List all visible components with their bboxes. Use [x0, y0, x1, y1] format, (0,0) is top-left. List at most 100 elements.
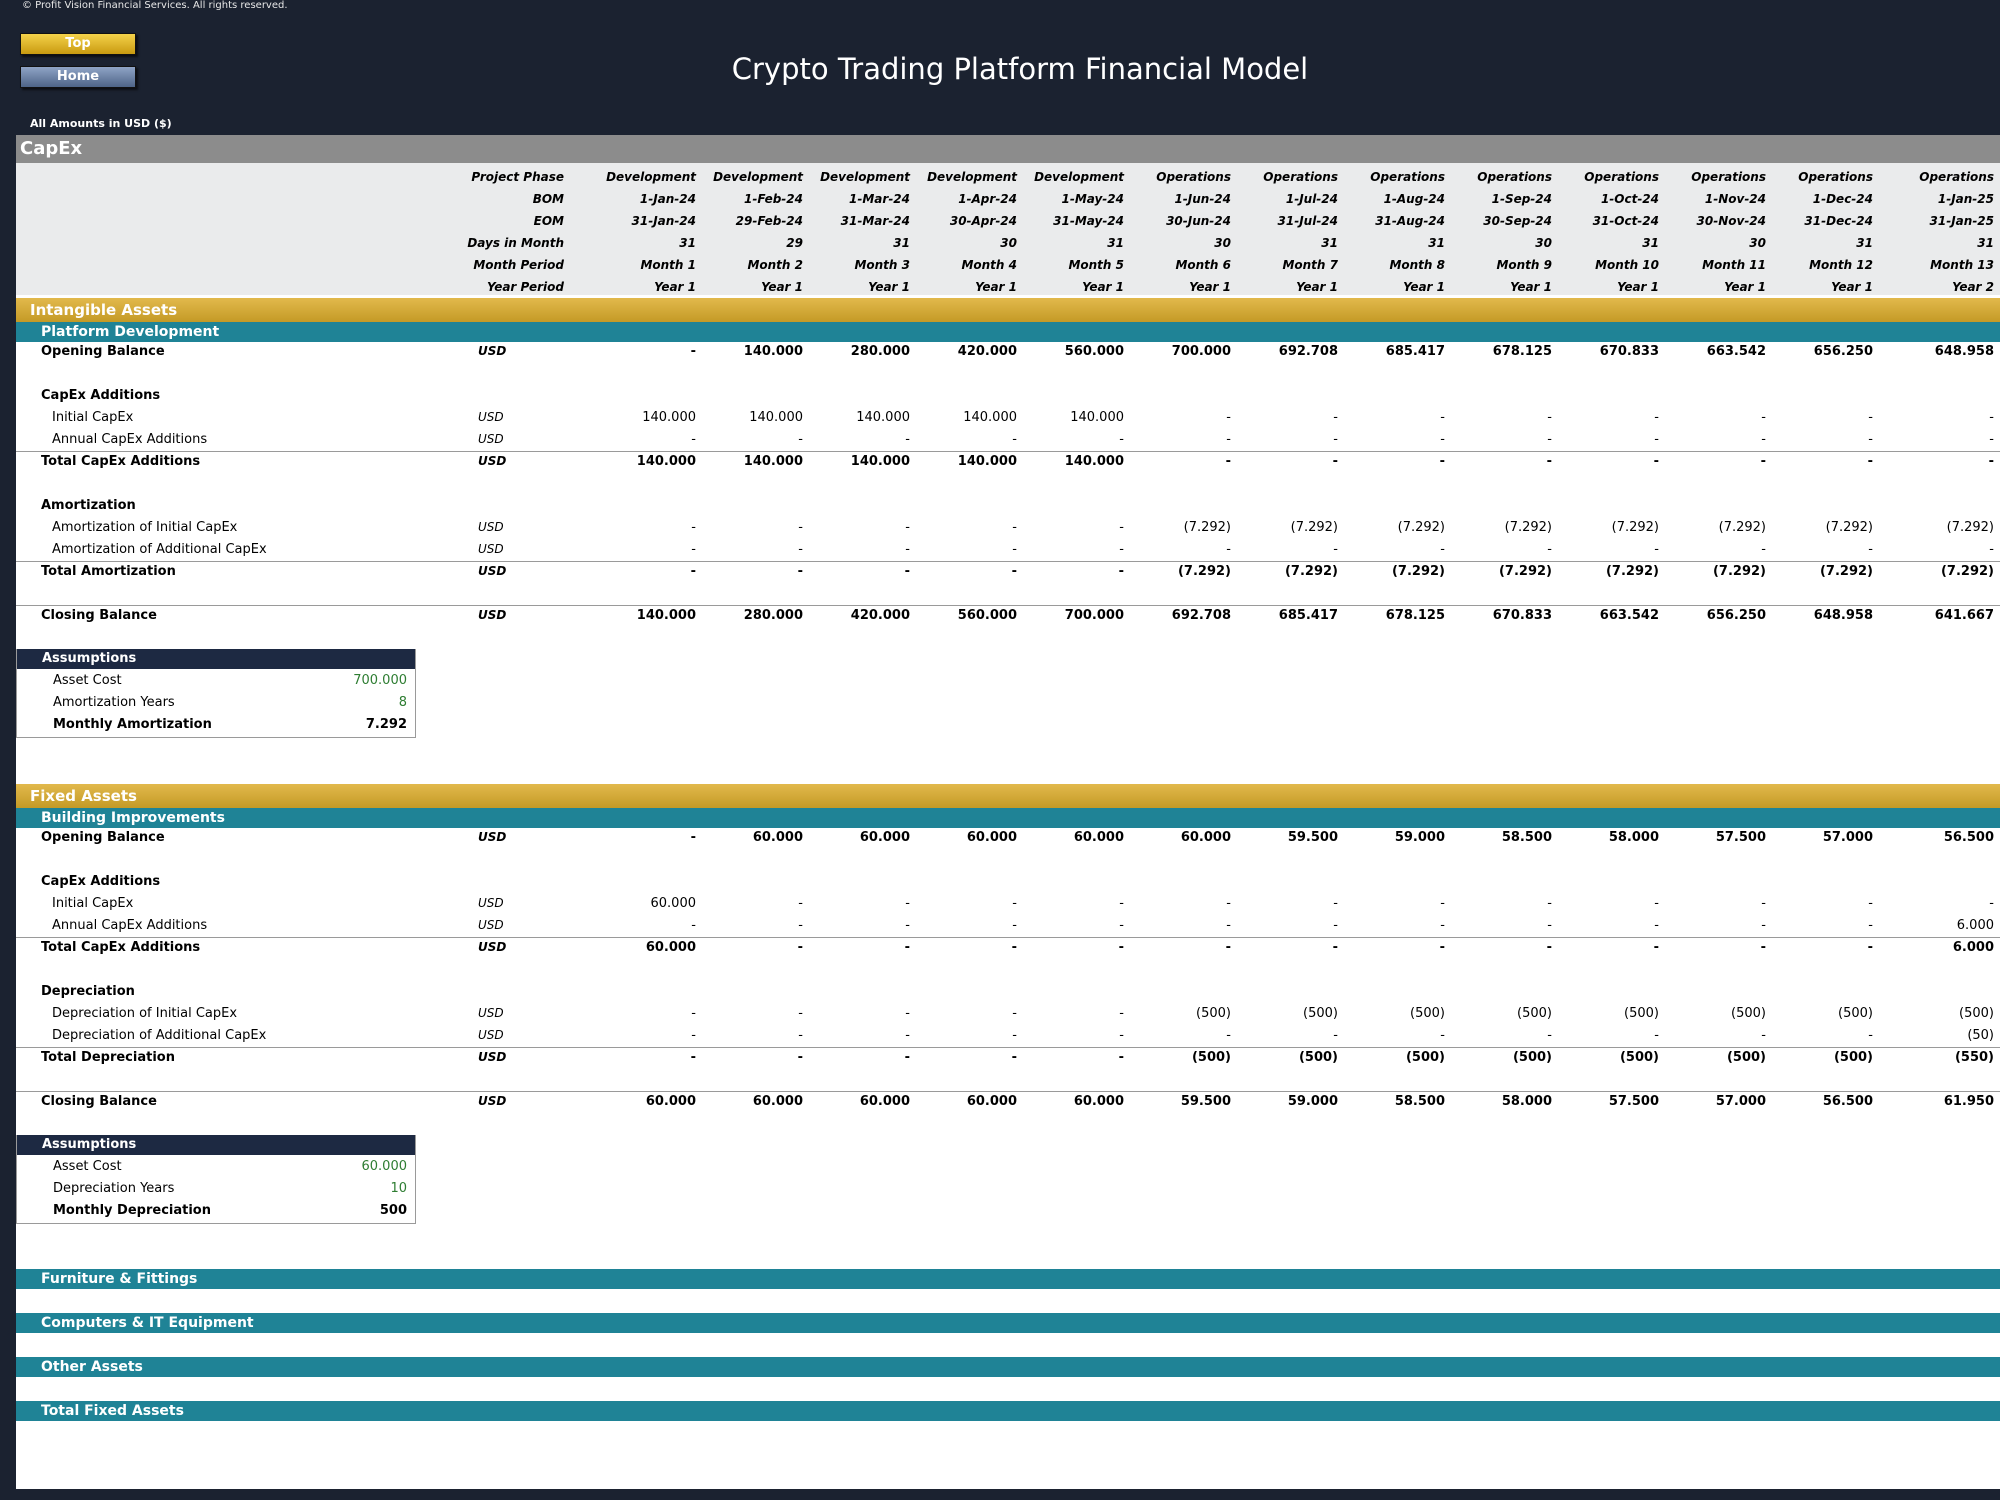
- timeline-bom-cell: 1-Apr-24: [958, 192, 1017, 206]
- fixed-dep_add-value: -: [691, 1028, 696, 1043]
- fixed-dep_initial-value: -: [798, 1006, 803, 1021]
- fixed-row-label-annual: Annual CapEx Additions: [52, 918, 208, 933]
- fixed-initial-value: -: [1547, 896, 1552, 911]
- fixed-dep_total-value: (500): [1619, 1050, 1659, 1065]
- intangible-row-divider: [16, 451, 2000, 452]
- intangible-opening-value: 140.000: [743, 344, 803, 359]
- fixed-dep_initial-value: (500): [1731, 1006, 1766, 1021]
- fixed-total_add-value: -: [1011, 940, 1017, 955]
- intangible-dep_initial-value: (7.292): [1397, 520, 1445, 535]
- intangible-closing-value: 420.000: [850, 608, 910, 623]
- fixed-dep_total-value: (500): [1298, 1050, 1338, 1065]
- fixed-row-label-initial: Initial CapEx: [52, 896, 134, 911]
- fixed-closing-value: 60.000: [645, 1094, 696, 1109]
- fixed-annual-value: -: [1333, 918, 1338, 933]
- intangible-total_add-value: -: [1760, 454, 1766, 469]
- timeline-label-bom: BOM: [532, 192, 564, 206]
- timeline-year-cell: Year 1: [1403, 280, 1445, 294]
- fixed-opening-value: 60.000: [859, 830, 910, 845]
- intangible-row-unit: USD: [478, 410, 504, 424]
- fixed-initial-value: -: [1119, 896, 1124, 911]
- timeline-phase-cell: Operations: [1370, 170, 1445, 184]
- intangible-dep_add-value: -: [1654, 542, 1659, 557]
- intangible-dep_initial-value: -: [1012, 520, 1017, 535]
- fixed-dep_total-value: (550): [1954, 1050, 1994, 1065]
- fixed-annual-value: -: [1547, 918, 1552, 933]
- fixed-dep_initial-value: (500): [1196, 1006, 1231, 1021]
- intangible-initial-value: -: [1226, 410, 1231, 425]
- fixed-assumption-cost-label: Asset Cost: [53, 1159, 122, 1174]
- fixed-assumptions-title: Assumptions: [42, 1137, 137, 1152]
- intangible-total_add-value: -: [1225, 454, 1231, 469]
- timeline-month-cell: Month 4: [961, 258, 1017, 272]
- fixed-closing-value: 57.500: [1608, 1094, 1659, 1109]
- timeline-eom-cell: 30-Jun-24: [1166, 214, 1231, 228]
- intangible-dep_initial-value: (7.292): [1290, 520, 1338, 535]
- intangible-dep_initial-value: (7.292): [1183, 520, 1231, 535]
- intangible-closing-value: 280.000: [743, 608, 803, 623]
- intangible-row-unit: USD: [478, 344, 507, 358]
- fixed-annual-value: -: [905, 918, 910, 933]
- fixed-dep_initial-value: (500): [1303, 1006, 1338, 1021]
- top-button[interactable]: Top: [20, 33, 136, 55]
- fixed-initial-value: -: [1333, 896, 1338, 911]
- fixed-opening-value: 59.000: [1394, 830, 1445, 845]
- intangible-total_add-value: 140.000: [1064, 454, 1124, 469]
- fixed-annual-value: -: [1868, 918, 1873, 933]
- timeline-year-cell: Year 1: [1189, 280, 1231, 294]
- intangible-row-unit: USD: [478, 564, 507, 578]
- fixed-annual-value: -: [691, 918, 696, 933]
- fixed-dep_total-value: (500): [1191, 1050, 1231, 1065]
- intangible-dep_add-value: -: [1761, 542, 1766, 557]
- fixed-assumption-years-value: 10: [390, 1181, 407, 1196]
- timeline-month-cell: Month 9: [1496, 258, 1552, 272]
- fixed-assets-band: Fixed Assets: [16, 784, 2000, 808]
- fixed-opening-value: -: [690, 830, 696, 845]
- intangible-annual-value: -: [1761, 432, 1766, 447]
- intangible-dep_add-value: -: [798, 542, 803, 557]
- intangible-dep_total-value: (7.292): [1605, 564, 1659, 579]
- intangible-initial-value: 140.000: [963, 410, 1017, 425]
- fixed-opening-value: 60.000: [966, 830, 1017, 845]
- intangible-row-unit: USD: [478, 432, 504, 446]
- intangible-total_add-value: 140.000: [743, 454, 803, 469]
- fixed-row-unit: USD: [478, 1050, 507, 1064]
- timeline-eom-cell: 31-Mar-24: [840, 214, 910, 228]
- intangible-total_add-value: 140.000: [850, 454, 910, 469]
- fixed-annual-value: -: [1761, 918, 1766, 933]
- intangible-annual-value: -: [691, 432, 696, 447]
- timeline-days-cell: 29: [786, 236, 803, 250]
- fixed-dep_total-value: (500): [1726, 1050, 1766, 1065]
- fixed-row-unit: USD: [478, 1006, 504, 1020]
- intangible-initial-value: -: [1989, 410, 1994, 425]
- timeline-month-cell: Month 3: [854, 258, 910, 272]
- intangible-closing-value: 648.958: [1813, 608, 1873, 623]
- home-button[interactable]: Home: [20, 66, 136, 88]
- fixed-row-label-dep_add: Depreciation of Additional CapEx: [52, 1028, 267, 1043]
- fixed-initial-value: -: [798, 896, 803, 911]
- timeline-month-cell: Month 7: [1282, 258, 1338, 272]
- intangible-initial-value: -: [1333, 410, 1338, 425]
- intangible-annual-value: -: [1226, 432, 1231, 447]
- fixed-dep-heading: Depreciation: [41, 984, 135, 999]
- intangible-dep_initial-value: (7.292): [1825, 520, 1873, 535]
- fixed-dep_initial-value: -: [1012, 1006, 1017, 1021]
- timeline-bom-cell: 1-Oct-24: [1600, 192, 1659, 206]
- intangible-annual-value: -: [1440, 432, 1445, 447]
- fixed-opening-value: 57.000: [1822, 830, 1873, 845]
- timeline-year-cell: Year 1: [1831, 280, 1873, 294]
- fixed-closing-value: 60.000: [859, 1094, 910, 1109]
- section-header: CapEx: [16, 135, 2000, 163]
- fixed-row-unit: USD: [478, 896, 504, 910]
- timeline-year-cell: Year 1: [1296, 280, 1338, 294]
- intangible-dep_total-value: -: [904, 564, 910, 579]
- timeline-bom-cell: 1-Feb-24: [743, 192, 803, 206]
- timeline-days-cell: 31: [1321, 236, 1338, 250]
- intangible-closing-value: 656.250: [1706, 608, 1766, 623]
- timeline-phase-cell: Operations: [1919, 170, 1994, 184]
- intangible-total_add-value: 140.000: [636, 454, 696, 469]
- fixed-assets-title: Fixed Assets: [30, 787, 137, 805]
- fixed-subsection-title: Building Improvements: [41, 810, 225, 826]
- intangible-total_add-value: 140.000: [957, 454, 1017, 469]
- intangible-opening-value: 678.125: [1492, 344, 1552, 359]
